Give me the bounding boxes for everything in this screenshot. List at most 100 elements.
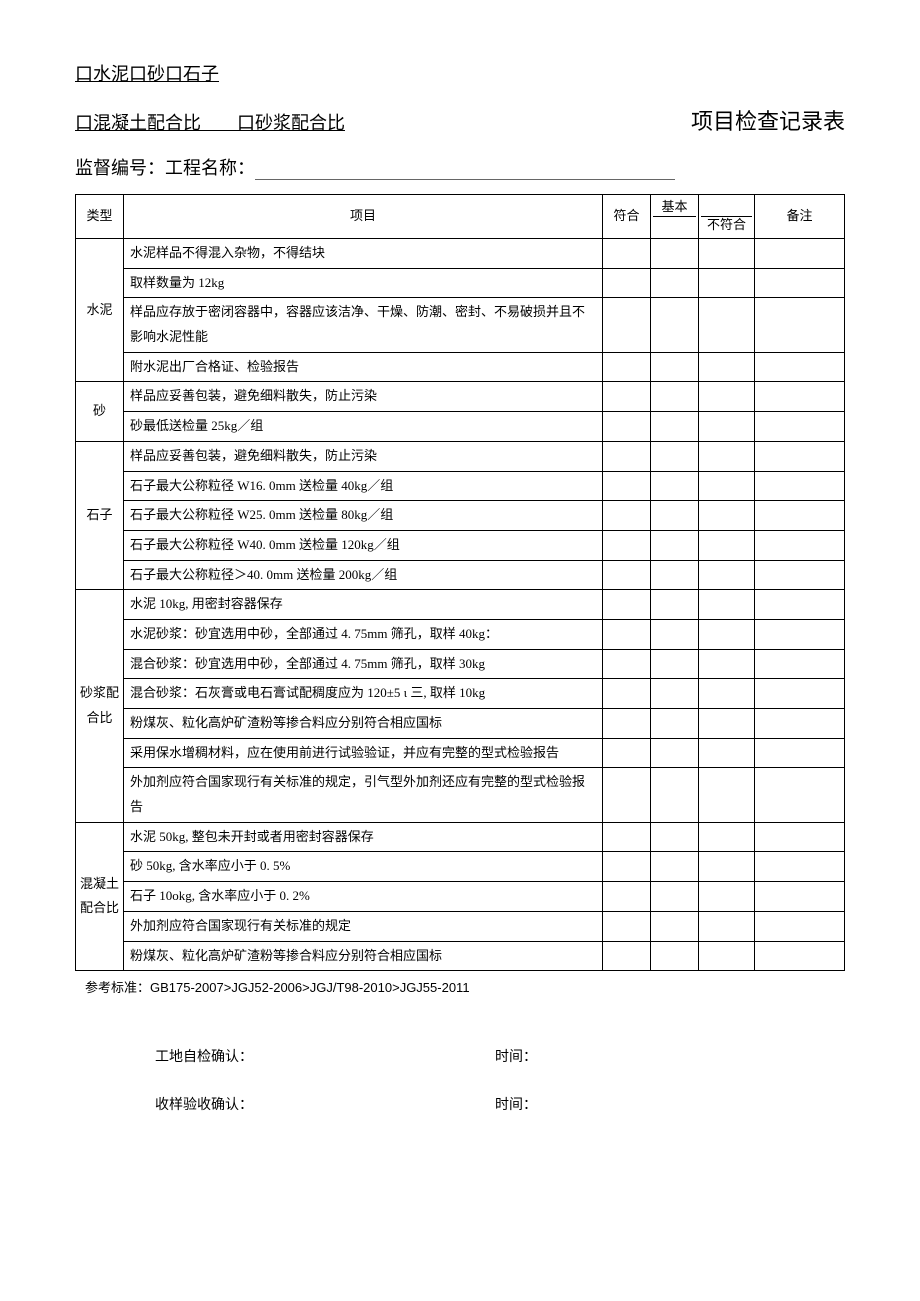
check-cell[interactable] [603, 268, 651, 298]
table-row: 水泥砂浆：砂宜选用中砂，全部通过 4. 75mm 筛孔，取样 40kg： [76, 619, 845, 649]
check-cell[interactable] [651, 882, 699, 912]
check-cell[interactable] [699, 738, 755, 768]
check-cell[interactable] [699, 852, 755, 882]
table-row: 混合砂浆：石灰膏或电石膏试配稠度应为 120±5 ι 三, 取样 10kg [76, 679, 845, 709]
supervise-line: 监督编号：工程名称： [75, 154, 845, 180]
check-cell[interactable] [651, 768, 699, 822]
check-cell[interactable] [651, 530, 699, 560]
type-cell: 砂浆配合比 [76, 590, 124, 823]
check-cell[interactable] [699, 501, 755, 531]
check-cell[interactable] [651, 239, 699, 269]
check-cell[interactable] [699, 882, 755, 912]
check-cell[interactable] [651, 590, 699, 620]
check-cell[interactable] [651, 382, 699, 412]
check-cell[interactable] [651, 738, 699, 768]
check-cell[interactable] [699, 530, 755, 560]
check-cell[interactable] [651, 822, 699, 852]
check-cell[interactable] [699, 298, 755, 352]
item-cell: 样品应妥善包装，避免细料散失，防止污染 [124, 441, 603, 471]
table-row: 粉煤灰、粒化高炉矿渣粉等掺合料应分别符合相应国标 [76, 709, 845, 739]
check-cell[interactable] [603, 738, 651, 768]
table-row: 石子最大公称粒径 W16. 0mm 送检量 40kg／组 [76, 471, 845, 501]
check-cell[interactable] [699, 911, 755, 941]
check-cell[interactable] [603, 239, 651, 269]
item-cell: 水泥 50kg, 整包未开封或者用密封容器保存 [124, 822, 603, 852]
check-cell[interactable] [603, 441, 651, 471]
check-cell[interactable] [651, 441, 699, 471]
table-row: 混凝土配合比水泥 50kg, 整包未开封或者用密封容器保存 [76, 822, 845, 852]
check-cell[interactable] [651, 471, 699, 501]
check-cell[interactable] [603, 298, 651, 352]
check-cell[interactable] [651, 560, 699, 590]
check-cell[interactable] [651, 911, 699, 941]
check-cell[interactable] [603, 352, 651, 382]
check-cell[interactable] [651, 852, 699, 882]
check-cell[interactable] [603, 882, 651, 912]
note-cell [755, 738, 845, 768]
table-row: 样品应存放于密闭容器中，容器应该洁净、干燥、防潮、密封、不易破损并且不影响水泥性… [76, 298, 845, 352]
check-cell[interactable] [651, 649, 699, 679]
check-cell[interactable] [603, 852, 651, 882]
table-row: 附水泥出厂合格证、检验报告 [76, 352, 845, 382]
check-cell[interactable] [651, 412, 699, 442]
note-cell [755, 768, 845, 822]
project-name-blank[interactable] [255, 179, 675, 180]
check-cell[interactable] [651, 619, 699, 649]
check-cell[interactable] [603, 619, 651, 649]
check-cell[interactable] [651, 268, 699, 298]
check-cell[interactable] [603, 649, 651, 679]
col-header-basic: 基本 [653, 199, 696, 217]
check-cell[interactable] [699, 768, 755, 822]
check-cell[interactable] [699, 560, 755, 590]
check-cell[interactable] [603, 768, 651, 822]
check-cell[interactable] [603, 941, 651, 971]
check-cell[interactable] [603, 709, 651, 739]
check-cell[interactable] [603, 471, 651, 501]
check-cell[interactable] [699, 679, 755, 709]
check-cell[interactable] [699, 822, 755, 852]
check-cell[interactable] [699, 268, 755, 298]
check-cell[interactable] [603, 530, 651, 560]
note-cell [755, 590, 845, 620]
check-cell[interactable] [603, 560, 651, 590]
item-cell: 砂最低送检量 25kg／组 [124, 412, 603, 442]
check-cell[interactable] [699, 590, 755, 620]
check-cell[interactable] [699, 239, 755, 269]
check-cell[interactable] [651, 709, 699, 739]
table-header-row: 类型 项目 符合 基本 不符合 备注 [76, 195, 845, 239]
sign-accept-time: 时间： [495, 1094, 537, 1114]
check-cell[interactable] [651, 352, 699, 382]
note-cell [755, 679, 845, 709]
note-cell [755, 298, 845, 352]
type-cell: 石子 [76, 441, 124, 589]
note-cell [755, 382, 845, 412]
note-cell [755, 619, 845, 649]
check-cell[interactable] [699, 441, 755, 471]
check-cell[interactable] [699, 619, 755, 649]
check-cell[interactable] [603, 822, 651, 852]
col-header-nonconform: 不符合 [701, 217, 752, 235]
check-cell[interactable] [603, 590, 651, 620]
col-header-note: 备注 [755, 195, 845, 239]
check-cell[interactable] [699, 412, 755, 442]
note-cell [755, 911, 845, 941]
check-cell[interactable] [699, 709, 755, 739]
check-cell[interactable] [651, 501, 699, 531]
table-row: 砂浆配合比水泥 10kg, 用密封容器保存 [76, 590, 845, 620]
check-cell[interactable] [651, 298, 699, 352]
check-cell[interactable] [651, 941, 699, 971]
item-cell: 附水泥出厂合格证、检验报告 [124, 352, 603, 382]
check-cell[interactable] [699, 352, 755, 382]
table-row: 外加剂应符合国家现行有关标准的规定，引气型外加剂还应有完整的型式检验报告 [76, 768, 845, 822]
check-cell[interactable] [603, 679, 651, 709]
check-cell[interactable] [699, 471, 755, 501]
check-cell[interactable] [603, 412, 651, 442]
check-cell[interactable] [603, 501, 651, 531]
check-cell[interactable] [699, 382, 755, 412]
check-cell[interactable] [699, 649, 755, 679]
check-cell[interactable] [603, 911, 651, 941]
check-cell[interactable] [699, 941, 755, 971]
check-cell[interactable] [651, 679, 699, 709]
signature-block: 工地自检确认： 时间： 收样验收确认： 时间： [75, 1046, 845, 1114]
check-cell[interactable] [603, 382, 651, 412]
